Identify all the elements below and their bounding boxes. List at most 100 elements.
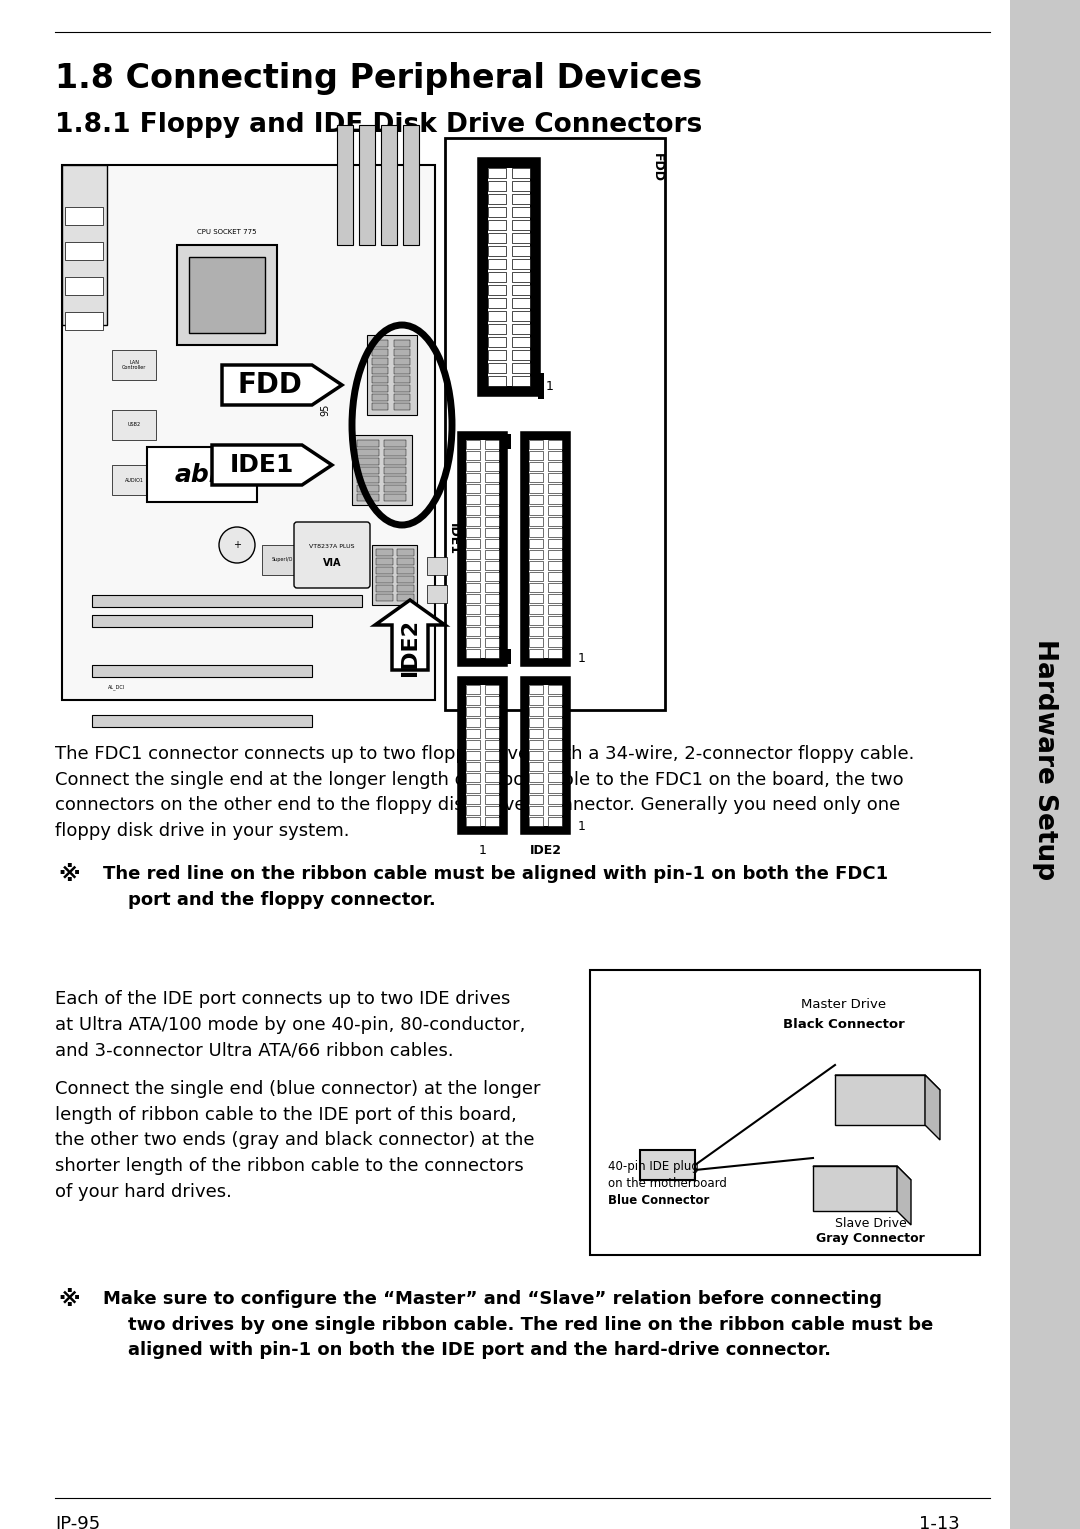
Bar [512, 180, 530, 191]
Bar [512, 272, 530, 281]
Text: Hardware Setup: Hardware Setup [1032, 639, 1058, 881]
Bar [445, 138, 665, 709]
Polygon shape [813, 1167, 912, 1180]
Bar [529, 774, 543, 781]
Bar [529, 696, 543, 705]
Bar [485, 751, 499, 760]
Bar [357, 476, 379, 483]
Bar [394, 349, 410, 356]
Bar [376, 593, 393, 601]
Bar [485, 729, 499, 739]
Bar [529, 706, 543, 716]
Bar [488, 194, 507, 203]
Bar [548, 451, 562, 460]
Bar [488, 298, 507, 307]
Bar [337, 125, 353, 245]
Text: 1: 1 [546, 379, 554, 393]
Bar [465, 806, 480, 815]
Bar [488, 310, 507, 321]
Bar [529, 528, 543, 537]
Bar [397, 593, 414, 601]
Bar [538, 373, 544, 388]
Bar [485, 517, 499, 526]
Bar [488, 362, 507, 373]
Bar [384, 485, 406, 492]
Bar [548, 593, 562, 602]
Bar [427, 586, 447, 602]
Bar [465, 729, 480, 739]
Bar [465, 561, 480, 570]
Bar [485, 761, 499, 771]
Bar [485, 462, 499, 471]
Bar [397, 567, 414, 573]
Bar [394, 376, 410, 382]
Bar [372, 349, 388, 356]
Bar [465, 696, 480, 705]
Bar [357, 459, 379, 465]
Bar [548, 806, 562, 815]
Bar [488, 168, 507, 177]
Bar [92, 615, 312, 627]
Bar [548, 440, 562, 450]
Bar [529, 462, 543, 471]
Bar [394, 358, 410, 365]
Bar [548, 784, 562, 794]
Bar [372, 358, 388, 365]
Bar [548, 506, 562, 515]
Bar [485, 784, 499, 794]
Bar [465, 517, 480, 526]
Bar [529, 593, 543, 602]
Bar [485, 740, 499, 749]
Bar [485, 583, 499, 592]
Bar [512, 246, 530, 255]
Bar [357, 494, 379, 502]
Bar [529, 685, 543, 694]
Bar [384, 494, 406, 502]
Bar [548, 462, 562, 471]
Text: 1: 1 [578, 651, 585, 665]
Bar [529, 506, 543, 515]
Bar [372, 376, 388, 382]
Bar [529, 540, 543, 547]
Bar [465, 627, 480, 636]
Bar [538, 384, 544, 399]
Bar [394, 404, 410, 410]
Bar [384, 440, 406, 446]
Bar [357, 466, 379, 474]
Bar [548, 627, 562, 636]
Bar [488, 246, 507, 255]
Bar [548, 495, 562, 505]
Bar [485, 616, 499, 625]
Bar [485, 593, 499, 602]
Bar [372, 544, 417, 605]
Text: The red line on the ribbon cable must be aligned with pin-1 on both the FDC1
   : The red line on the ribbon cable must be… [103, 865, 888, 908]
Bar [548, 517, 562, 526]
Polygon shape [222, 365, 342, 405]
Bar [397, 586, 414, 592]
Bar [485, 774, 499, 781]
Polygon shape [212, 445, 332, 485]
Bar [465, 506, 480, 515]
Bar [512, 206, 530, 217]
Bar [529, 795, 543, 804]
Bar [357, 440, 379, 446]
Bar [512, 310, 530, 321]
FancyBboxPatch shape [294, 521, 370, 589]
Bar [512, 232, 530, 243]
Text: Black Connector: Black Connector [783, 1018, 904, 1031]
Bar [488, 258, 507, 269]
Bar [465, 605, 480, 615]
Text: CPU SOCKET 775: CPU SOCKET 775 [198, 229, 257, 235]
Bar [548, 719, 562, 726]
Bar [548, 605, 562, 615]
Polygon shape [835, 1075, 924, 1125]
Bar [177, 245, 276, 346]
Bar [529, 740, 543, 749]
Bar [512, 298, 530, 307]
Bar [376, 549, 393, 557]
Bar [529, 440, 543, 450]
Polygon shape [835, 1075, 940, 1090]
Bar [465, 648, 480, 657]
Bar [488, 206, 507, 217]
Text: Each of the IDE port connects up to two IDE drives
at Ultra ATA/100 mode by one : Each of the IDE port connects up to two … [55, 989, 525, 1060]
